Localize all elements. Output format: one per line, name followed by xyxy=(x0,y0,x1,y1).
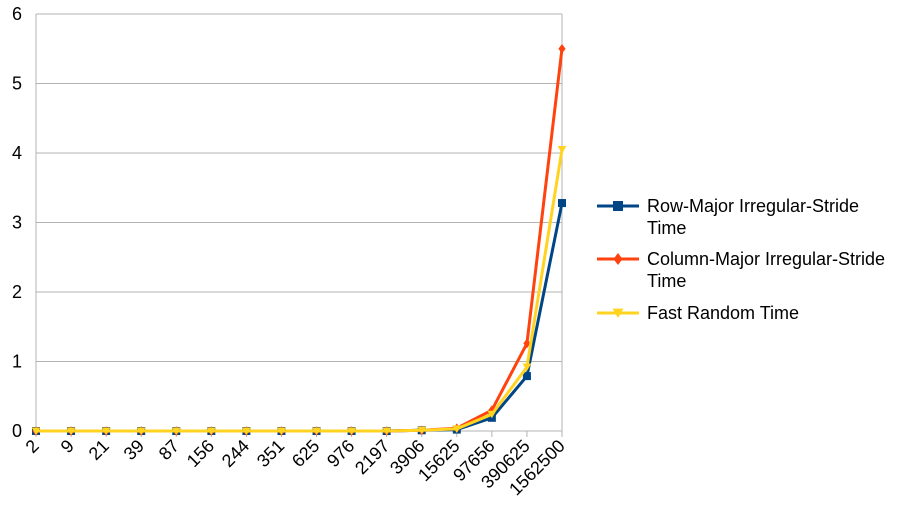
data-point xyxy=(206,427,216,435)
data-point xyxy=(101,427,111,435)
y-tick-label: 4 xyxy=(12,143,22,163)
data-point xyxy=(558,199,566,208)
data-point xyxy=(277,427,286,435)
y-tick-label: 2 xyxy=(12,282,22,302)
series-lines xyxy=(31,43,567,436)
legend: Row-Major Irregular-Stride TimeColumn-Maj… xyxy=(597,196,885,323)
axes xyxy=(35,14,563,437)
y-tick-label: 0 xyxy=(12,421,22,441)
data-point xyxy=(347,427,356,435)
series-0 xyxy=(32,199,566,435)
x-tick-label: 2 xyxy=(22,436,43,457)
legend-label-line: Time xyxy=(647,218,686,238)
x-tick-label: 351 xyxy=(253,436,288,471)
data-point xyxy=(522,372,531,381)
legend-swatch-marker xyxy=(613,201,623,211)
series-line xyxy=(36,202,564,433)
y-tick-label: 5 xyxy=(12,74,22,94)
data-point xyxy=(558,43,566,54)
data-point xyxy=(66,427,76,435)
legend-swatch-marker xyxy=(612,308,624,318)
data-point xyxy=(31,427,41,435)
data-point xyxy=(242,427,251,435)
y-tick-label: 6 xyxy=(12,4,22,24)
x-tick-label: 39 xyxy=(120,436,148,464)
x-tick-label: 625 xyxy=(288,436,323,471)
data-point xyxy=(136,427,146,435)
data-point xyxy=(522,363,532,372)
data-point xyxy=(488,405,496,415)
series-line xyxy=(36,149,564,433)
x-tick-label: 9 xyxy=(57,436,78,457)
data-point xyxy=(417,426,427,435)
legend-label-line: Column-Major Irregular-Stride xyxy=(647,249,885,269)
x-tick-label: 156 xyxy=(183,436,218,471)
x-tick-label: 21 xyxy=(85,436,113,464)
legend-entry: Fast Random Time xyxy=(597,303,799,323)
x-tick-label: 87 xyxy=(155,436,183,464)
y-tick-labels: 0 1 2 3 4 5 6 xyxy=(12,4,22,441)
data-point xyxy=(487,410,497,419)
data-point xyxy=(557,146,567,154)
legend-label: Fast Random Time xyxy=(647,303,799,323)
series-line xyxy=(36,48,564,433)
x-tick-label: 244 xyxy=(218,436,253,471)
legend-label-line: Time xyxy=(647,271,686,291)
legend-label: Column-Major Irregular-Stride Time xyxy=(647,249,885,291)
grid-lines xyxy=(36,13,562,362)
legend-label: Row-Major Irregular-Stride Time xyxy=(647,196,859,238)
data-point xyxy=(382,427,392,435)
legend-label-line: Fast Random Time xyxy=(647,303,799,323)
data-point xyxy=(452,425,462,433)
data-point xyxy=(171,427,181,435)
legend-entry: Row-Major Irregular-Stride Time xyxy=(597,196,859,238)
x-tick-labels: 2 9 21 39 87 156 244 351 625 97621973906156259765… xyxy=(22,436,569,500)
y-tick-label: 3 xyxy=(12,213,22,233)
x-tick-label: 2197 xyxy=(351,436,393,478)
data-point xyxy=(523,338,531,349)
series-2 xyxy=(31,146,567,435)
legend-label-line: Row-Major Irregular-Stride xyxy=(647,196,859,216)
series-1 xyxy=(32,43,566,436)
legend-swatch-marker xyxy=(613,253,623,265)
data-point xyxy=(312,427,321,435)
y-tick-label: 1 xyxy=(12,352,22,372)
legend-entry: Column-Major Irregular-Stride Time xyxy=(597,249,885,291)
